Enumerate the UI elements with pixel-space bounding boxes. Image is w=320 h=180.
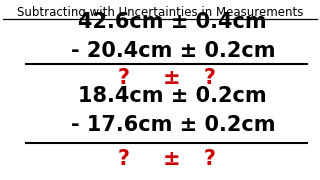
Text: 18.4cm ± 0.2cm: 18.4cm ± 0.2cm — [78, 86, 267, 106]
Text: - 17.6cm ± 0.2cm: - 17.6cm ± 0.2cm — [70, 115, 275, 135]
Text: - 20.4cm ± 0.2cm: - 20.4cm ± 0.2cm — [70, 41, 275, 61]
Text: 42.6cm ± 0.4cm: 42.6cm ± 0.4cm — [78, 12, 267, 33]
Text: Subtracting with Uncertainties in Measurements: Subtracting with Uncertainties in Measur… — [17, 6, 303, 19]
Text: ?: ? — [204, 68, 216, 88]
Text: ?: ? — [117, 68, 129, 88]
Text: ±: ± — [162, 68, 180, 88]
Text: ±: ± — [162, 149, 180, 169]
Text: ?: ? — [204, 149, 216, 169]
Text: ?: ? — [117, 149, 129, 169]
